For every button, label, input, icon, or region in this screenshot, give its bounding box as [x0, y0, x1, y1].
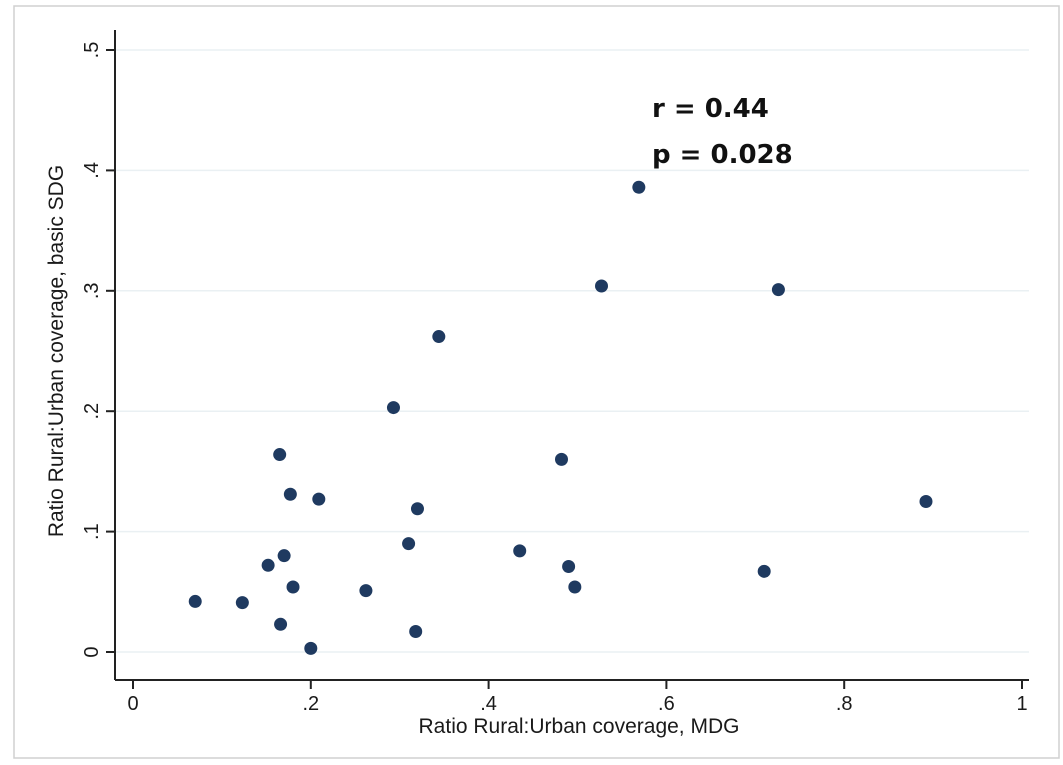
- data-point: [554, 452, 568, 466]
- data-point: [277, 549, 291, 563]
- x-axis-title: Ratio Rural:Urban coverage, MDG: [419, 715, 740, 738]
- data-point: [274, 617, 288, 631]
- annotation-r: r = 0.44: [652, 94, 769, 124]
- data-point: [359, 584, 373, 598]
- x-tick-label: 1: [1016, 693, 1027, 715]
- data-point: [757, 564, 771, 578]
- data-point: [513, 544, 527, 558]
- y-tick-label: 0: [81, 646, 103, 657]
- x-tick-label: .2: [302, 693, 319, 715]
- y-tick-label: .1: [81, 523, 103, 540]
- data-point: [235, 596, 249, 610]
- y-tick-label: .5: [81, 42, 103, 59]
- outer-border: [13, 5, 1060, 759]
- y-tick-label: .3: [81, 282, 103, 299]
- y-tick-label: .4: [81, 162, 103, 179]
- y-axis-title: Ratio Rural:Urban coverage, basic SDG: [45, 165, 68, 537]
- data-point: [568, 580, 582, 594]
- data-point: [188, 594, 202, 608]
- x-tick-label: .8: [836, 693, 853, 715]
- data-point: [562, 560, 576, 574]
- data-point: [632, 180, 646, 194]
- data-points: [188, 180, 933, 655]
- data-point: [402, 537, 416, 551]
- data-point: [595, 279, 609, 293]
- x-tick-label: .4: [480, 693, 497, 715]
- data-point: [771, 283, 785, 297]
- x-tick-label: .6: [658, 693, 675, 715]
- data-point: [409, 625, 423, 639]
- data-point: [432, 330, 446, 344]
- data-point: [261, 558, 275, 572]
- data-point: [312, 492, 326, 506]
- data-point: [410, 502, 424, 516]
- x-tick-label: 0: [127, 693, 138, 715]
- data-point: [286, 580, 300, 594]
- axes: [106, 30, 1029, 689]
- data-point: [304, 641, 318, 655]
- gridlines: [115, 49, 1029, 653]
- plot-area: [115, 30, 1029, 662]
- data-point: [919, 495, 933, 508]
- data-point: [273, 448, 287, 462]
- data-point: [386, 401, 400, 415]
- annotation-p: p = 0.028: [652, 140, 793, 170]
- y-tick-label: .2: [81, 403, 103, 420]
- tick-labels: 0 .1 .2 .3 .4 .5 0 .2 .4 .6 .8 1: [81, 42, 1028, 715]
- data-point: [283, 487, 297, 501]
